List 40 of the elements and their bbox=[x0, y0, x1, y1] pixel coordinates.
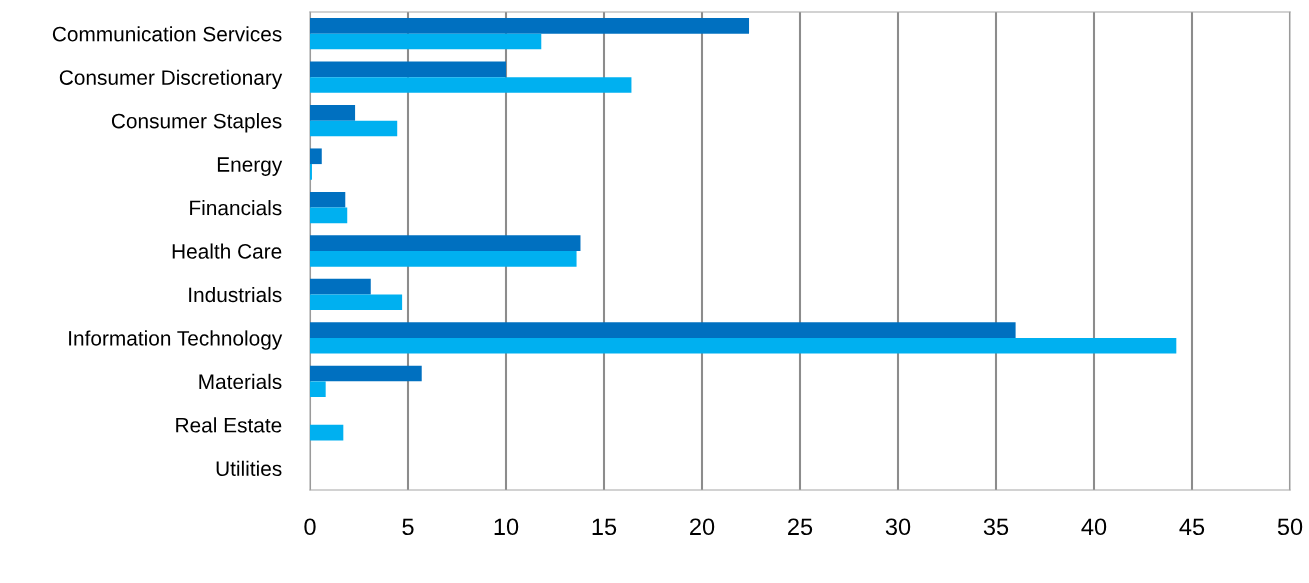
bar bbox=[310, 251, 577, 267]
bar bbox=[310, 322, 1016, 338]
x-tick-label: 45 bbox=[1179, 518, 1205, 536]
bar bbox=[310, 77, 632, 93]
x-tick-label: 15 bbox=[592, 518, 617, 536]
bar bbox=[310, 365, 422, 382]
bar bbox=[310, 278, 371, 295]
x-tick-label: 50 bbox=[1277, 518, 1303, 536]
bar bbox=[310, 18, 750, 34]
y-tick-label: Consumer Staples bbox=[111, 113, 282, 133]
x-tick-label: 40 bbox=[1081, 518, 1107, 536]
y-tick-label: Materials bbox=[199, 373, 282, 390]
x-tick-label: 0 bbox=[304, 518, 316, 536]
y-tick-label: Energy bbox=[217, 157, 283, 176]
y-tick-label: Consumer Discretionary bbox=[59, 69, 283, 90]
x-tick-label: 25 bbox=[788, 518, 813, 536]
bar bbox=[310, 207, 348, 224]
bar bbox=[310, 337, 1177, 354]
y-tick-label: Financials bbox=[190, 200, 282, 216]
y-tick-label: Utilities bbox=[216, 460, 282, 477]
x-tick-label: 35 bbox=[983, 518, 1009, 536]
y-tick-label: Communication Services bbox=[52, 26, 282, 42]
bar bbox=[310, 148, 322, 165]
bar bbox=[310, 61, 506, 78]
y-tick-label: Industrials bbox=[189, 286, 282, 303]
y-tick-label: Real Estate bbox=[176, 417, 282, 433]
y-tick-label: Health Care bbox=[172, 243, 282, 259]
bar bbox=[310, 381, 326, 398]
bar bbox=[310, 235, 581, 251]
x-tick-label: 20 bbox=[690, 518, 715, 536]
bar bbox=[310, 191, 346, 208]
x-tick-label: 5 bbox=[402, 518, 414, 536]
bar bbox=[310, 294, 403, 311]
x-tick-label: 30 bbox=[885, 518, 911, 536]
y-tick-label: Information Technology bbox=[69, 330, 283, 350]
bar bbox=[310, 424, 344, 441]
bar bbox=[310, 120, 398, 137]
bar bbox=[310, 104, 356, 121]
bar bbox=[310, 33, 542, 50]
x-tick-label: 10 bbox=[494, 518, 519, 536]
